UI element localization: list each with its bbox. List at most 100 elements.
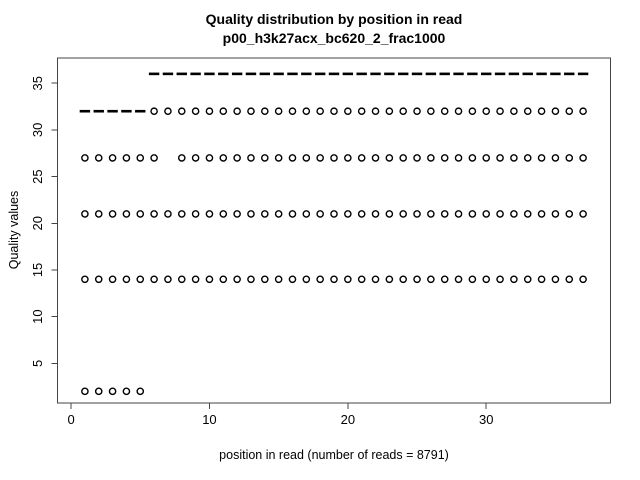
data-point [274, 210, 283, 218]
y-axis-tick-label: 25 [30, 169, 45, 183]
data-point [94, 154, 103, 162]
data-point [565, 275, 574, 284]
data-point [205, 154, 214, 162]
data-point [385, 210, 394, 218]
data-point [413, 210, 421, 218]
data-point [247, 154, 255, 162]
data-point [164, 107, 172, 116]
data-point [219, 210, 228, 218]
data-point [136, 154, 145, 162]
data-point [150, 275, 158, 284]
data-point [537, 107, 546, 116]
data-point [510, 210, 518, 218]
data-point [385, 275, 394, 284]
data-point [81, 275, 89, 284]
data-point [454, 210, 463, 218]
median-dash [328, 72, 340, 76]
median-dash [259, 72, 271, 76]
data-point [122, 387, 131, 396]
data-point [454, 107, 463, 116]
data-point [191, 275, 200, 284]
data-point [316, 210, 324, 218]
data-point [413, 107, 421, 116]
data-point [205, 275, 214, 284]
data-point [219, 107, 228, 116]
data-point [496, 154, 504, 162]
data-point [330, 154, 338, 162]
data-point [205, 210, 214, 218]
data-point [482, 154, 491, 162]
data-point [537, 154, 546, 162]
median-dash [439, 72, 450, 76]
data-point [108, 210, 117, 218]
data-point [233, 275, 241, 284]
data-point [122, 154, 131, 162]
median-dash [162, 72, 174, 76]
data-point [357, 154, 366, 162]
chart-title: Quality distribution by position in read [205, 11, 463, 27]
data-point [344, 210, 352, 218]
median-dash [301, 72, 312, 76]
data-point [274, 107, 283, 116]
data-point [108, 154, 117, 162]
data-point [510, 275, 518, 284]
data-point [274, 275, 283, 284]
data-point [523, 275, 532, 284]
data-point [565, 210, 574, 218]
median-dash [93, 109, 104, 113]
median-dash [494, 72, 506, 76]
median-dash [135, 109, 146, 113]
data-point [261, 275, 269, 284]
data-point [510, 107, 518, 116]
data-point [357, 107, 366, 116]
median-dash [536, 72, 547, 76]
data-point [247, 275, 255, 284]
data-point [122, 210, 131, 218]
data-point [344, 275, 352, 284]
data-point [94, 210, 103, 218]
data-point [288, 275, 297, 284]
median-dash [550, 72, 561, 76]
data-point [177, 210, 186, 218]
data-point [344, 107, 352, 116]
data-point [81, 387, 89, 396]
chart-subtitle: p00_h3k27acx_bc620_2_frac1000 [222, 30, 446, 46]
median-dash [411, 72, 423, 76]
data-point [427, 107, 435, 116]
data-point [316, 275, 324, 284]
data-point [413, 154, 421, 162]
data-point [468, 210, 477, 218]
data-point [399, 107, 407, 116]
data-point [302, 210, 311, 218]
data-point [468, 275, 477, 284]
data-point [565, 107, 574, 116]
data-point [122, 275, 131, 284]
data-point [177, 275, 186, 284]
x-axis-tick-label: 0 [67, 412, 74, 427]
median-dash [425, 72, 437, 76]
data-point [440, 210, 449, 218]
data-point [496, 210, 504, 218]
data-point [579, 210, 587, 218]
data-point [523, 210, 532, 218]
median-dash [467, 72, 478, 76]
data-point [302, 154, 311, 162]
median-dash [148, 72, 160, 76]
data-point [136, 275, 145, 284]
data-point [371, 107, 380, 116]
y-axis-tick-label: 10 [30, 309, 45, 323]
median-dash [190, 72, 201, 76]
data-point [427, 210, 435, 218]
data-point [81, 210, 89, 218]
plot-border [57, 57, 611, 404]
data-point [454, 154, 463, 162]
data-point [551, 154, 560, 162]
median-dash [397, 72, 409, 76]
data-point [385, 154, 394, 162]
data-point [316, 107, 324, 116]
data-point [496, 107, 504, 116]
data-point [164, 275, 172, 284]
data-point [136, 387, 145, 396]
